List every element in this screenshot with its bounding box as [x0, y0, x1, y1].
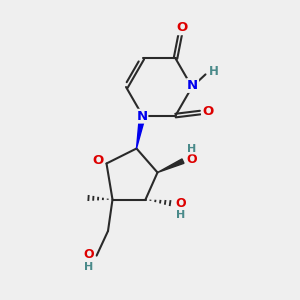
Text: O: O	[175, 197, 186, 210]
Text: O: O	[186, 153, 197, 166]
Text: H: H	[187, 143, 196, 154]
Polygon shape	[136, 115, 146, 148]
Text: H: H	[176, 210, 185, 220]
Text: H: H	[209, 65, 219, 78]
Text: H: H	[85, 262, 94, 272]
Text: O: O	[84, 248, 94, 261]
Text: O: O	[176, 21, 188, 34]
Text: O: O	[202, 105, 213, 118]
Text: O: O	[92, 154, 104, 167]
Polygon shape	[158, 159, 184, 172]
Text: N: N	[136, 110, 148, 123]
Text: N: N	[187, 79, 198, 92]
